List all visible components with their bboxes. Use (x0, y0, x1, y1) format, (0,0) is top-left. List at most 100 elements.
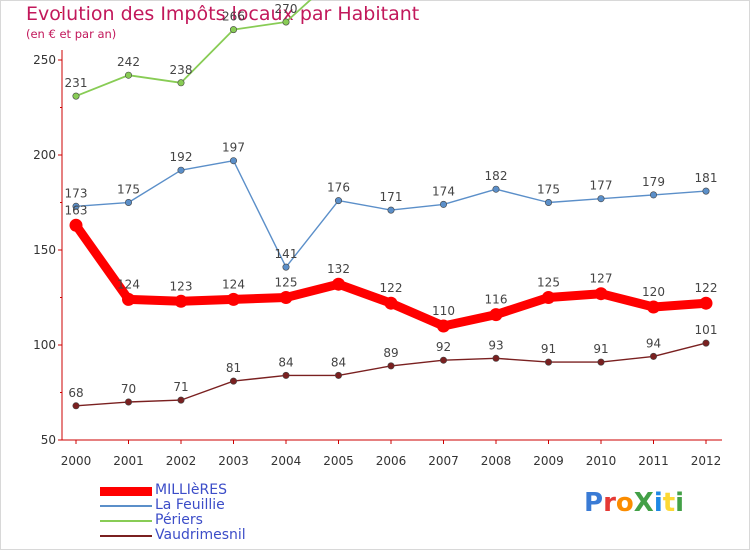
data-label: 182 (485, 169, 508, 183)
logo-letter: P (584, 488, 604, 518)
y-tick-label: 150 (33, 243, 56, 257)
x-tick-label: 2011 (638, 454, 669, 468)
data-label: 270 (275, 2, 298, 16)
data-point (282, 18, 290, 26)
data-point (125, 398, 133, 406)
data-point (594, 287, 608, 301)
data-label: 125 (275, 276, 298, 290)
x-tick-label: 2003 (218, 454, 249, 468)
data-label: 266 (222, 10, 245, 24)
x-tick-label: 2009 (533, 454, 564, 468)
x-tick-label: 2008 (481, 454, 512, 468)
data-label: 132 (327, 262, 350, 276)
data-point (177, 79, 185, 87)
legend-item-vaudrimesnil: Vaudrimesnil (100, 527, 360, 543)
data-point (334, 371, 342, 379)
data-point (544, 358, 552, 366)
legend-swatch (100, 487, 152, 496)
chart-subtitle: (en € et par an) (26, 27, 117, 41)
data-label: 171 (380, 190, 403, 204)
data-label: 70 (121, 382, 136, 396)
data-label: 177 (590, 179, 613, 193)
y-tick-label: 100 (33, 338, 56, 352)
data-label: 92 (436, 340, 451, 354)
data-point (72, 92, 80, 100)
logo-letter: i (675, 488, 685, 518)
x-tick-label: 2006 (376, 454, 407, 468)
x-tick-label: 2004 (271, 454, 302, 468)
data-label: 84 (331, 355, 346, 369)
data-point (230, 26, 238, 34)
data-point (122, 292, 135, 306)
series-line-1 (75, 159, 707, 268)
data-label: 110 (432, 304, 455, 318)
data-label: 173 (65, 186, 88, 200)
x-tick-label: 2010 (586, 454, 617, 468)
legend-label: La Feuillie (155, 497, 225, 513)
data-label: 174 (432, 184, 455, 198)
data-point (647, 300, 660, 314)
data-point (387, 206, 395, 214)
data-point (332, 277, 345, 291)
data-point (72, 202, 80, 210)
data-label: 116 (485, 293, 508, 307)
data-label: 176 (327, 181, 350, 195)
data-label: 93 (488, 338, 503, 352)
data-point (227, 292, 240, 306)
data-label: 120 (642, 285, 665, 299)
data-label: 163 (65, 203, 88, 217)
x-tick-label: 2000 (61, 454, 92, 468)
data-label: 242 (117, 55, 140, 69)
data-label: 124 (222, 277, 245, 291)
data-label: 175 (117, 183, 140, 197)
chart-title: Evolution des Impôts locaux par Habitant (26, 3, 420, 25)
legend-label: MILLIèRES (155, 482, 228, 498)
logo-letter: t (662, 488, 676, 518)
legend-swatch (100, 505, 152, 507)
data-label: 197 (222, 141, 245, 155)
data-label: 127 (590, 272, 613, 286)
data-label: 94 (646, 336, 661, 350)
logo-letter: i (653, 488, 663, 518)
data-point (649, 191, 657, 199)
data-point (230, 377, 238, 385)
data-label: 71 (173, 380, 188, 394)
data-label: 123 (170, 279, 193, 293)
data-label: 124 (117, 277, 140, 291)
legend-swatch (100, 535, 152, 537)
data-label: 101 (695, 323, 718, 337)
data-point (597, 195, 605, 203)
data-label: 175 (537, 183, 560, 197)
data-label: 141 (275, 247, 298, 261)
data-label: 89 (383, 346, 398, 360)
data-point (439, 200, 447, 208)
data-label: 192 (170, 150, 193, 164)
data-label: 91 (593, 342, 608, 356)
y-tick-label: 250 (33, 53, 56, 67)
data-point (542, 291, 555, 304)
data-point (597, 358, 605, 366)
y-tick-label: 200 (33, 148, 56, 162)
data-label: 125 (537, 276, 560, 290)
data-point (649, 352, 657, 360)
x-tick-label: 2002 (166, 454, 197, 468)
data-point (437, 319, 450, 333)
data-point (72, 402, 80, 410)
series-line-2 (75, 0, 312, 97)
x-tick-label: 2007 (428, 454, 459, 468)
legend-label: Vaudrimesnil (155, 527, 246, 543)
legend-item-periers: Périers (100, 512, 360, 528)
data-point (279, 291, 293, 304)
x-tick-label: 2005 (323, 454, 354, 468)
data-label: 181 (695, 171, 718, 185)
data-point (177, 396, 185, 404)
data-point (174, 294, 188, 308)
legend-swatch (100, 520, 152, 522)
data-point (492, 185, 500, 193)
data-point (125, 199, 133, 207)
data-label: 179 (642, 175, 665, 189)
data-point (384, 296, 398, 310)
data-label: 81 (226, 361, 241, 375)
y-tick-label: 50 (41, 433, 56, 447)
